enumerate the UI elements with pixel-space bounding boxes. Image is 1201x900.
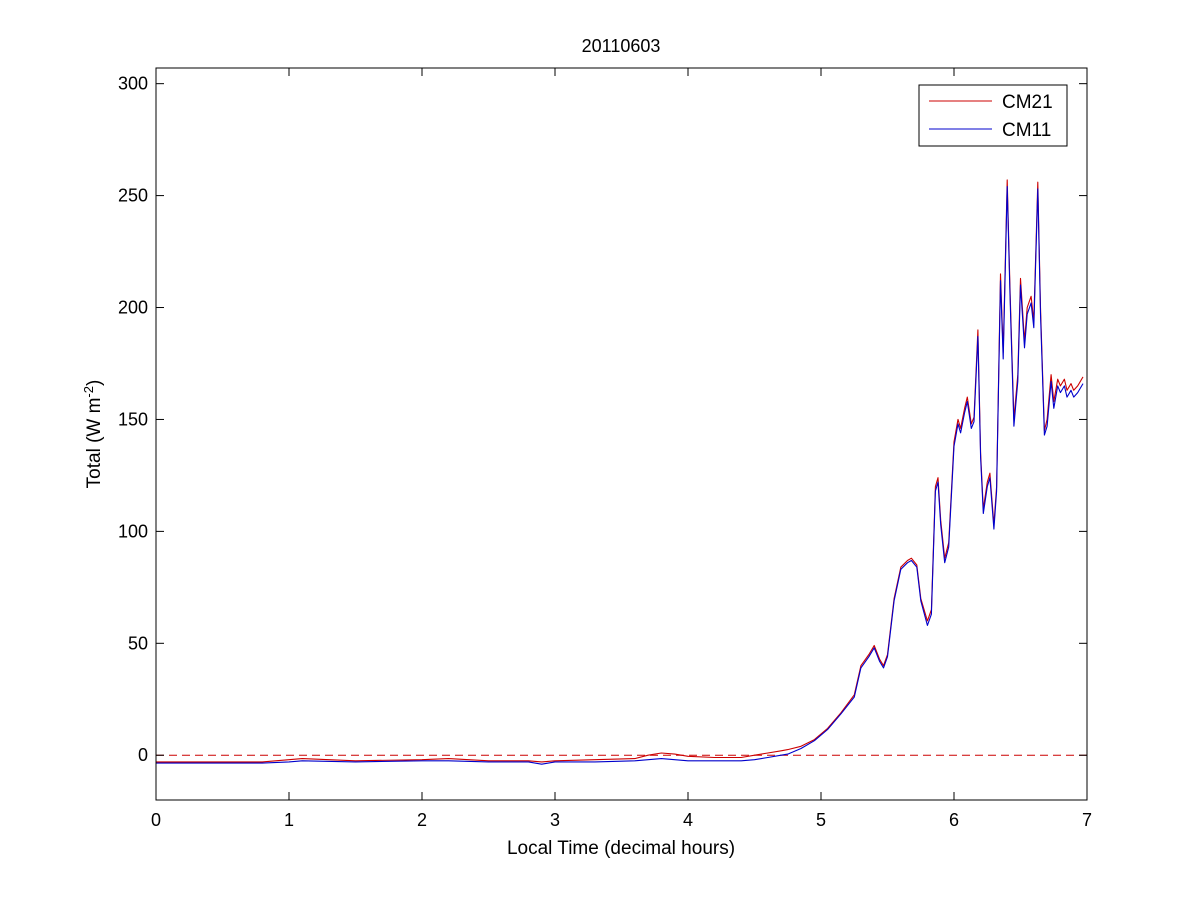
x-tick-label: 3 bbox=[550, 810, 560, 830]
x-axis-ticks: 0 1 2 3 4 5 6 7 bbox=[151, 68, 1092, 830]
legend-label-cm21: CM21 bbox=[1002, 92, 1053, 113]
x-tick-label: 5 bbox=[816, 810, 826, 830]
y-tick-label: 0 bbox=[138, 745, 148, 765]
y-axis-label: Total (W m-2) bbox=[81, 380, 106, 489]
y-axis-label-suffix: ) bbox=[84, 380, 105, 386]
x-tick-label: 0 bbox=[151, 810, 161, 830]
y-tick-label: 250 bbox=[118, 186, 148, 206]
y-tick-label: 200 bbox=[118, 298, 148, 318]
x-tick-label: 4 bbox=[683, 810, 693, 830]
y-axis-label-superscript: -2 bbox=[81, 386, 96, 398]
x-tick-label: 6 bbox=[949, 810, 959, 830]
x-tick-label: 2 bbox=[417, 810, 427, 830]
legend: CM21 CM11 bbox=[918, 84, 1068, 147]
x-axis-label: Local Time (decimal hours) bbox=[507, 838, 735, 859]
series-line-cm21 bbox=[156, 179, 1084, 763]
series-line-cm11 bbox=[156, 186, 1084, 765]
legend-label-cm11: CM11 bbox=[1002, 120, 1051, 141]
plot-frame bbox=[155, 67, 1088, 801]
legend-box bbox=[918, 84, 1068, 147]
series-group bbox=[156, 179, 1084, 765]
y-tick-label: 300 bbox=[118, 74, 148, 94]
y-tick-label: 50 bbox=[128, 633, 148, 653]
y-tick-label: 100 bbox=[118, 521, 148, 541]
plot-area bbox=[156, 68, 1087, 800]
x-tick-label: 1 bbox=[284, 810, 294, 830]
y-axis-label-main: Total (W m bbox=[84, 398, 105, 489]
y-tick-label: 150 bbox=[118, 409, 148, 429]
x-tick-label: 7 bbox=[1082, 810, 1092, 830]
chart-title: 20110603 bbox=[582, 36, 661, 56]
y-axis-ticks: 0 50 100 150 200 250 300 bbox=[118, 74, 1087, 765]
